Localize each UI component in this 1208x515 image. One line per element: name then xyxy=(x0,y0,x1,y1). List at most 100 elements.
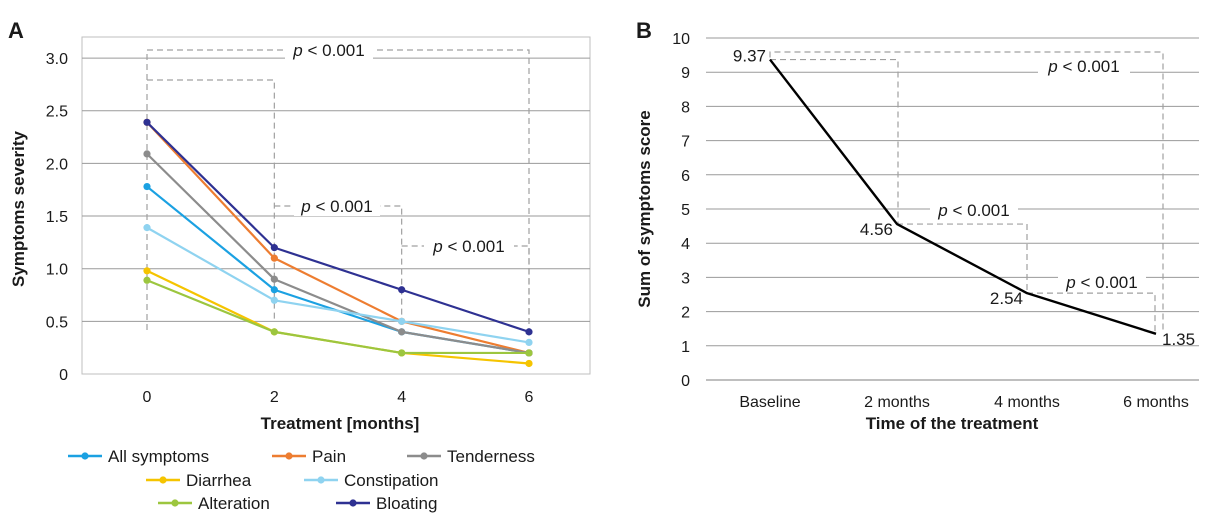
panel-a-x-tick-label: 6 xyxy=(525,389,534,406)
panel-a-data-point xyxy=(525,328,533,336)
panel-b-p-value-baseline-6: p < 0.001 xyxy=(1047,57,1119,76)
panel-a-legend-item: Diarrhea xyxy=(146,471,252,490)
panel-a-y-ticks: 0 0.5 1.0 1.5 2.0 2.5 3.0 xyxy=(46,51,68,384)
panel-b-x-tick-label: 4 months xyxy=(994,394,1060,411)
legend-swatch-marker xyxy=(171,499,179,507)
panel-a-legend-label: Diarrhea xyxy=(186,471,252,490)
panel-b-x-tick-label: 2 months xyxy=(864,394,930,411)
panel-a-y-tick-label: 0.5 xyxy=(46,314,68,331)
panel-a-legend-label: Constipation xyxy=(344,471,439,490)
panel-a-data-point xyxy=(270,328,278,336)
panel-a-legend-label: All symptoms xyxy=(108,447,209,466)
panel-a-legend-item: Constipation xyxy=(304,471,439,490)
panel-b-data-label: 9.37 xyxy=(733,47,766,66)
legend-swatch-marker xyxy=(420,452,428,460)
panel-a-p-value-0-6: p < 0.001 xyxy=(292,41,364,60)
panel-b-y-tick-label: 10 xyxy=(672,31,690,48)
panel-b-data-labels: 9.37 4.56 2.54 1.35 xyxy=(733,47,1195,349)
panel-b-p-value-4-6: p < 0.001 xyxy=(1065,273,1137,292)
panel-a-series-line xyxy=(146,279,529,355)
panel-a-data-point xyxy=(525,349,533,357)
panel-a-legend-item: Alteration xyxy=(158,494,270,513)
panel-a-data-point xyxy=(525,359,533,368)
panel-a-series-line xyxy=(146,269,530,365)
panel-b-y-tick-label: 5 xyxy=(681,202,690,219)
panel-a-data-point xyxy=(143,150,151,158)
panel-a-data-point xyxy=(270,296,278,304)
panel-a-data-point xyxy=(398,328,406,336)
panel-a-x-ticks: 0 2 4 6 xyxy=(143,389,534,406)
panel-a-x-axis-title: Treatment [months] xyxy=(261,414,420,433)
panel-a-data-point xyxy=(270,244,278,252)
panel-b-x-ticks: Baseline 2 months 4 months 6 months xyxy=(739,394,1189,411)
panel-a-legend: All symptoms Pain Tenderness Diarrhea Consti… xyxy=(68,447,535,513)
panel-a-series-line xyxy=(146,121,530,333)
panel-a-data-point xyxy=(143,276,151,284)
panel-b-series-line xyxy=(769,58,1157,335)
panel-a-legend-label: Tenderness xyxy=(447,447,535,466)
panel-a-series-line xyxy=(146,226,530,344)
panel-b-significance-brackets: p < 0.001 p < 0.001 p < 0.001 xyxy=(769,51,1164,334)
panel-a-y-tick-label: 1.0 xyxy=(46,262,68,279)
panel-a-series-line xyxy=(146,121,530,355)
panel-b-bracket-2-4 xyxy=(897,223,1028,294)
panel-a-data-point xyxy=(143,224,151,232)
panel-a-data-point xyxy=(525,338,533,347)
panel-b-data-label: 2.54 xyxy=(990,289,1023,308)
panel-a-data-point xyxy=(143,118,151,126)
legend-swatch-marker xyxy=(349,499,357,507)
panel-b-data-label: 4.56 xyxy=(860,220,893,239)
panel-a-y-tick-label: 0 xyxy=(59,367,68,384)
panel-a-legend-label: Bloating xyxy=(376,494,437,513)
panel-b-x-tick-label: 6 months xyxy=(1123,394,1189,411)
panel-a-label: A xyxy=(8,18,24,43)
panel-a-series-line xyxy=(146,153,530,355)
panel-a-data-point xyxy=(398,317,406,325)
panel-b-plot-area: 0 1 2 3 4 5 6 7 8 9 10 Baseline 2 months 4 months 6 m… xyxy=(672,31,1199,411)
panel-b-bracket-baseline-6 xyxy=(769,51,1164,332)
panel-b-x-axis-title: Time of the treatment xyxy=(866,414,1039,433)
panel-b-y-axis-title: Sum of symptoms score xyxy=(635,110,654,307)
panel-a-x-tick-label: 0 xyxy=(143,389,152,406)
panel-b-y-tick-label: 6 xyxy=(681,168,690,185)
panel-b-y-tick-label: 3 xyxy=(681,270,690,287)
panel-a-legend-label: Pain xyxy=(312,447,346,466)
panel-a-legend-label: Alteration xyxy=(198,494,270,513)
panel-a-data-point xyxy=(270,275,278,283)
panel-a-plot-frame xyxy=(81,36,591,375)
panel-b-y-tick-label: 0 xyxy=(681,373,690,390)
panel-b-y-tick-label: 8 xyxy=(681,99,690,116)
panel-b-gridlines xyxy=(706,37,1199,381)
legend-swatch-marker xyxy=(285,452,293,460)
panel-b-label: B xyxy=(636,18,652,43)
panel-a-data-point xyxy=(143,267,151,275)
panel-a-data-point xyxy=(398,286,406,294)
panel-a-p-value-4-6: p < 0.001 xyxy=(432,237,504,256)
panel-b-y-tick-label: 1 xyxy=(681,339,690,356)
panel-a-x-tick-label: 4 xyxy=(397,389,406,406)
panel-a-significance-brackets: p < 0.001 p < 0.001 p < 0.001 xyxy=(146,40,530,330)
panel-b-series xyxy=(769,58,1157,335)
panel-a-series xyxy=(143,118,533,368)
panel-a-data-point xyxy=(270,286,278,294)
panel-a-y-axis-title: Symptoms severity xyxy=(9,131,28,287)
panel-b-bracket-baseline-2 xyxy=(770,58,899,225)
panel-b-x-tick-label: Baseline xyxy=(739,394,800,411)
panel-a-legend-item: Tenderness xyxy=(407,447,535,466)
legend-swatch-marker xyxy=(159,476,167,484)
panel-b-data-label: 1.35 xyxy=(1162,330,1195,349)
panel-a-p-value-2-4: p < 0.001 xyxy=(300,197,372,216)
panel-a-data-point xyxy=(143,182,151,191)
legend-swatch-marker xyxy=(317,476,325,484)
panel-a-x-tick-label: 2 xyxy=(270,389,279,406)
panel-b-y-tick-label: 2 xyxy=(681,305,690,322)
panel-b-bracket-4-6 xyxy=(1027,292,1156,334)
panel-a-legend-item: Bloating xyxy=(336,494,437,513)
panel-a-gridlines xyxy=(82,57,590,322)
panel-a-data-point xyxy=(398,349,406,357)
panel-a-y-tick-label: 2.0 xyxy=(46,156,68,173)
panel-a-legend-item: Pain xyxy=(272,447,346,466)
panel-a-bracket-0-2 xyxy=(147,79,275,320)
